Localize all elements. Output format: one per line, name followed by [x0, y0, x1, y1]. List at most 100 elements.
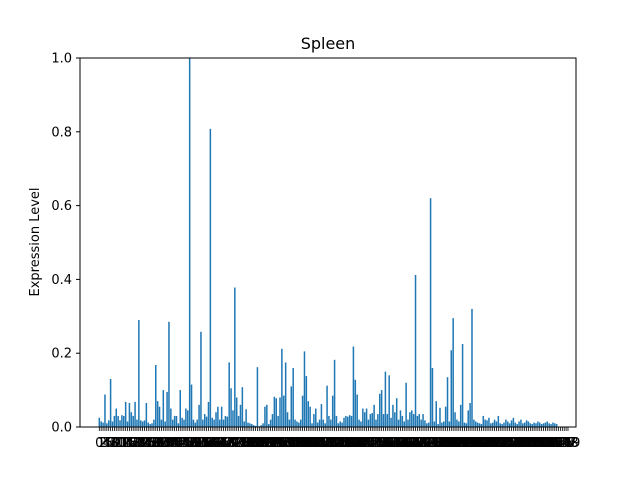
bar: [390, 417, 392, 427]
x-tick-label: 96: [272, 436, 289, 451]
x-tick-label: 18: [125, 436, 142, 451]
bar: [522, 423, 524, 427]
bar: [414, 274, 417, 427]
x-tick-label: 59: [202, 436, 219, 451]
y-tick-label: 0.4: [51, 273, 72, 288]
bar: [188, 58, 191, 427]
x-tick-label: 241: [541, 436, 566, 451]
bar: [98, 417, 101, 427]
bar: [149, 424, 151, 427]
x-tick-label: 100: [275, 436, 300, 451]
x-tick-label: 155: [379, 436, 404, 451]
x-tick-label: 30: [148, 436, 165, 451]
bar: [179, 390, 181, 427]
bar: [115, 408, 118, 427]
x-tick-label: 249: [556, 436, 581, 451]
x-tick-label: 0: [95, 436, 103, 451]
bar: [377, 414, 379, 427]
x-tick-label: 121: [315, 436, 340, 451]
bar: [510, 420, 513, 427]
x-tick-label: 223: [507, 436, 532, 451]
bar: [194, 422, 197, 427]
x-tick-label: 212: [486, 436, 511, 451]
x-tick-label: 237: [533, 436, 558, 451]
x-tick-label: 199: [461, 436, 486, 451]
bar: [318, 419, 321, 427]
x-tick-label: 16: [121, 436, 138, 451]
x-tick-label: 201: [465, 436, 490, 451]
x-tick-label: 46: [178, 436, 195, 451]
x-tick-label: 115: [303, 436, 328, 451]
bar: [309, 406, 311, 427]
bar: [399, 410, 402, 427]
bar: [181, 417, 183, 427]
bar: [456, 419, 458, 427]
bar: [535, 423, 537, 427]
bar: [507, 421, 509, 427]
x-tick-label: 42: [170, 436, 187, 451]
bar: [171, 419, 174, 427]
bar: [482, 415, 485, 427]
x-tick-label: 137: [345, 436, 370, 451]
bar: [113, 415, 116, 427]
bar: [269, 419, 272, 427]
bar: [495, 421, 498, 427]
bar: [531, 424, 533, 427]
bar: [134, 401, 136, 427]
bar: [228, 362, 230, 427]
x-tick-label: 104: [283, 436, 308, 451]
bar: [331, 395, 334, 427]
bar: [360, 421, 362, 427]
bar: [260, 425, 262, 427]
x-tick-label: 134: [339, 436, 364, 451]
x-tick-label: 229: [518, 436, 543, 451]
bar: [247, 422, 249, 427]
bar: [296, 421, 298, 427]
x-tick-label: 181: [428, 436, 453, 451]
y-tick-label: 0.6: [51, 199, 72, 214]
x-tick-label: 54: [193, 436, 210, 451]
x-tick-label: 75: [232, 436, 249, 451]
x-tick-label: 164: [396, 436, 421, 451]
bar: [251, 424, 253, 427]
bar: [139, 420, 142, 427]
y-tick-label: 1.0: [51, 52, 72, 67]
bar: [546, 421, 549, 427]
bar: [465, 423, 468, 427]
bar: [239, 404, 242, 427]
x-tick-label: 176: [418, 436, 443, 451]
x-tick-label: 213: [488, 436, 513, 451]
x-tick-label: 78: [238, 436, 255, 451]
bar: [365, 408, 368, 427]
x-tick-label: 56: [196, 436, 213, 451]
x-tick-label: 179: [424, 436, 449, 451]
bar: [508, 423, 511, 427]
x-tick-label: 133: [337, 436, 362, 451]
x-tick-label: 194: [452, 436, 477, 451]
x-tick-label: 125: [322, 436, 347, 451]
x-tick-label: 72: [227, 436, 244, 451]
x-tick-label: 208: [478, 436, 503, 451]
x-tick-label: 152: [373, 436, 398, 451]
y-axis-label: Expression Level: [28, 187, 43, 296]
bar: [369, 414, 372, 427]
x-tick-label: 24: [136, 436, 153, 451]
x-tick-label: 33: [153, 436, 170, 451]
bar: [275, 398, 277, 427]
x-tick-label: 53: [191, 436, 208, 451]
x-tick-label: 81: [243, 436, 260, 451]
x-tick-label: 214: [490, 436, 515, 451]
bar: [111, 421, 114, 427]
bar: [311, 423, 313, 427]
bar: [160, 419, 163, 427]
x-tick-label: 242: [542, 436, 567, 451]
bar: [403, 421, 405, 427]
bar: [501, 424, 503, 427]
bar: [484, 419, 486, 427]
x-tick-label: 146: [362, 436, 387, 451]
bar: [151, 423, 153, 427]
bar: [283, 395, 285, 427]
x-tick-label: 188: [441, 436, 466, 451]
x-tick-label: 231: [522, 436, 547, 451]
bar: [217, 406, 219, 427]
